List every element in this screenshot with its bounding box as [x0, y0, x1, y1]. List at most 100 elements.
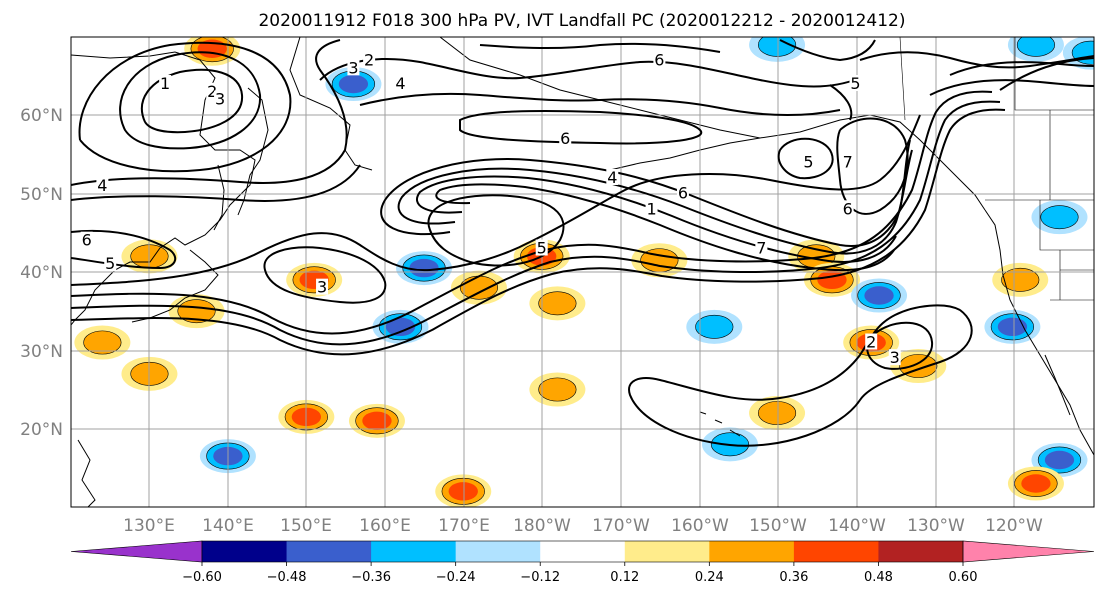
contour-label-bg	[535, 239, 548, 256]
colorbar-swatch-5	[540, 541, 626, 562]
colorbar-extend-high	[962, 540, 1095, 563]
pv-anomaly-1	[325, 67, 382, 101]
contour-label-bg	[849, 75, 862, 91]
longitude-labels: 130°E 140°E 150°E 160°E 170°E 180°W 170°…	[123, 516, 1043, 536]
lon-label-160w: 160°W	[671, 516, 729, 536]
contour-label-18: 7	[843, 152, 853, 171]
japan-coastline	[131, 249, 219, 323]
ivt-contour-north-4	[71, 39, 348, 186]
contour-label-3: 3	[348, 58, 358, 77]
north-america-coastline	[984, 209, 1094, 456]
ivt-contour-midlat-c	[416, 175, 897, 263]
us-state-borders	[1014, 37, 1094, 301]
contour-label-9: 6	[82, 231, 92, 250]
contour-label-0: 1	[160, 74, 170, 93]
colorbar-swatch-8	[793, 541, 879, 562]
sakhalin-coastline	[213, 164, 225, 231]
lon-label-130e: 130°E	[123, 516, 175, 536]
contour-label-bg	[645, 200, 658, 217]
ivt-contour-west-low	[263, 246, 387, 304]
pv-anomaly-33	[1031, 200, 1088, 235]
ivt-contour-jet-3	[71, 90, 993, 335]
hawaii-islands	[699, 411, 741, 437]
pv-anomaly-band	[385, 317, 416, 337]
ivt-contour-north-8	[359, 92, 841, 117]
lon-label-140e: 140°E	[202, 516, 254, 536]
contour-label-bg	[96, 176, 109, 193]
graticule	[71, 37, 1094, 507]
ivt-contour-north-15	[949, 61, 1094, 76]
pv-anomaly-band	[817, 270, 847, 290]
lon-label-170e: 170°E	[438, 516, 490, 536]
ivt-contour-north-7	[319, 58, 861, 88]
contour-label-17: 5	[803, 152, 813, 171]
pv-anomaly-3	[286, 262, 343, 297]
pv-anomaly-band	[362, 411, 392, 431]
pv-anomaly-band	[177, 299, 216, 324]
ivt-contour-north-5	[71, 164, 361, 202]
pv-anomaly-band	[409, 258, 439, 278]
siberia-coastline	[289, 37, 373, 171]
pv-anomaly-19	[749, 396, 806, 430]
ivt-contour-north-17	[829, 84, 853, 121]
pv-anomaly-17	[529, 372, 586, 407]
lon-label-170w: 170°W	[592, 516, 650, 536]
contour-label-bg	[676, 184, 689, 201]
contour-label-14: 1	[646, 199, 656, 218]
lat-label-60n: 60°N	[20, 106, 63, 126]
ivt-contour-north-12	[836, 117, 909, 215]
baja-coastline	[1044, 354, 1071, 416]
pv-anomaly-16	[435, 474, 492, 507]
pv-anomaly-band	[338, 74, 369, 94]
ivt-contour-north-9	[459, 109, 703, 145]
lat-label-50n: 50°N	[20, 185, 63, 205]
colorbar-tick-label-6: 0.24	[695, 570, 724, 585]
pv-anomaly-32	[749, 37, 806, 62]
ivt-contour-north-16	[779, 39, 876, 62]
ivt-contour-north-1	[140, 68, 244, 134]
contour-label-20: 5	[850, 74, 860, 93]
contour-label-bg	[755, 239, 768, 256]
contour-label-bg	[802, 153, 815, 170]
contour-label-10: 5	[105, 254, 115, 273]
pv-anomaly-7	[74, 325, 131, 360]
contour-label-bg	[559, 129, 572, 146]
contour-label-bg	[394, 75, 407, 91]
ivt-contour-midlat-b	[397, 149, 913, 255]
pv-anomaly-band	[538, 291, 577, 316]
lon-label-150w: 150°W	[749, 516, 807, 536]
contour-label-2: 3	[215, 90, 225, 109]
contour-label-21: 2	[866, 333, 876, 352]
ivt-contour-jet-1	[71, 100, 1001, 346]
pv-anomaly-band	[1040, 205, 1079, 230]
ivt-contour-midlat-d	[435, 183, 895, 272]
contour-label-1: 2	[207, 82, 217, 101]
map-frame	[70, 36, 1095, 508]
pv-anomaly-28	[1007, 466, 1064, 501]
philippines-coastline	[77, 439, 96, 507]
contour-label-22: 3	[890, 348, 900, 367]
latitude-labels: 60°N 50°N 40°N 30°N 20°N	[20, 106, 63, 440]
contour-label-15: 6	[678, 184, 688, 203]
contour-label-12: 5	[537, 239, 547, 258]
pv-anomaly-band	[695, 314, 734, 339]
pv-anomaly-22	[851, 278, 908, 313]
contour-label-bg	[104, 255, 117, 272]
pv-anomaly-5	[168, 294, 225, 329]
contour-label-bg	[316, 278, 329, 295]
contour-label-4: 2	[364, 51, 374, 70]
ivt-contour-midlat-a	[380, 139, 911, 247]
pv-anomaly-band	[83, 330, 122, 355]
pv-anomaly-2	[396, 251, 453, 286]
contour-label-bg	[347, 59, 360, 76]
pv-anomaly-13	[348, 403, 405, 438]
pv-anomaly-10	[529, 286, 586, 321]
contour-label-16: 7	[756, 239, 766, 258]
lat-label-20n: 20°N	[20, 420, 63, 440]
contour-label-bg	[653, 51, 666, 68]
contour-label-6: 6	[654, 51, 664, 70]
colorbar-swatch-1	[202, 541, 288, 562]
